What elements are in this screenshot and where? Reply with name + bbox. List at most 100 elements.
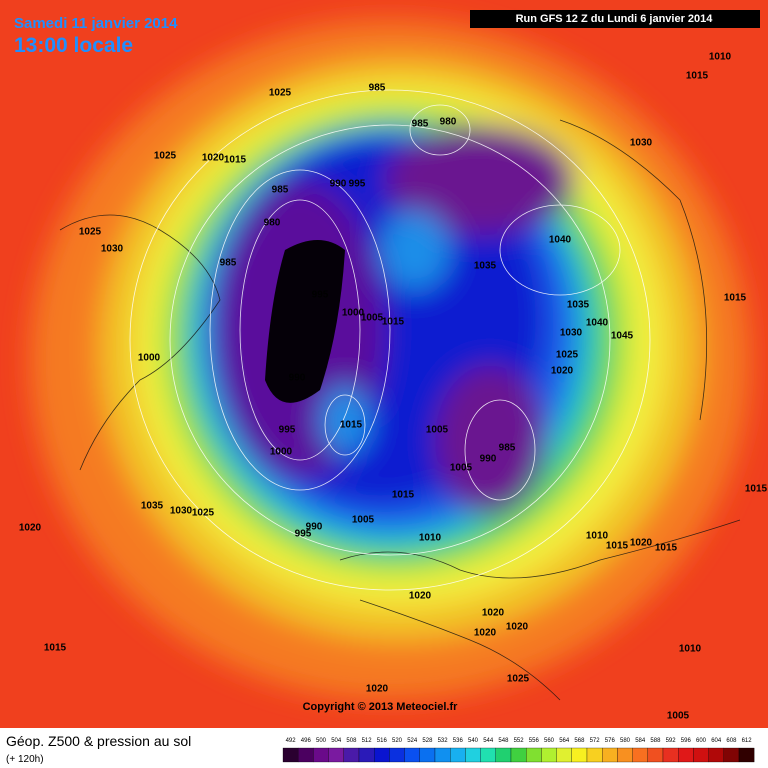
- legend-swatch: [434, 747, 451, 763]
- legend-label: 580: [620, 738, 631, 744]
- isobar-label: 1035: [567, 300, 590, 311]
- legend-label: 516: [377, 738, 388, 744]
- isobar-label: 1015: [392, 490, 415, 501]
- legend-label: 504: [331, 738, 342, 744]
- legend-swatch: [313, 747, 329, 763]
- isobar-label: 985: [499, 443, 516, 454]
- legend-label: 548: [498, 738, 509, 744]
- legend-swatch: [662, 747, 679, 763]
- legend-label: 508: [346, 738, 357, 744]
- isobar-label: 1030: [630, 138, 653, 149]
- legend-label: 556: [529, 738, 540, 744]
- isobar-label: 1025: [556, 350, 579, 361]
- legend-swatch: [647, 747, 664, 763]
- legend-swatch: [617, 747, 633, 763]
- legend-label: 612: [742, 738, 753, 744]
- legend-label: 588: [650, 738, 661, 744]
- legend-label: 604: [711, 738, 722, 744]
- isobar-label: 1015: [224, 155, 247, 166]
- legend-label: 544: [483, 738, 494, 744]
- isobar-label: 1030: [170, 506, 193, 517]
- legend-label: 560: [544, 738, 555, 744]
- isobar-label: 1010: [419, 533, 442, 544]
- legend-swatch: [526, 747, 542, 763]
- isobar-label: 980: [440, 117, 457, 128]
- isobar-label: 1035: [474, 261, 497, 272]
- color-legend: 492 496 500 504 508 512 516 520 524 528 532 536 540 5…: [282, 738, 755, 763]
- isobar-label: 1015: [44, 643, 67, 654]
- isobar-label: 1015: [655, 543, 678, 554]
- isobar-label: 1020: [551, 366, 574, 377]
- legend-label: 564: [559, 738, 570, 744]
- isobar-label: 1040: [586, 318, 609, 329]
- isobar-label: 1010: [679, 644, 702, 655]
- isobar-label: 1025: [507, 674, 530, 685]
- isobar-label: 990: [480, 454, 497, 465]
- isobar-label: 1020: [409, 591, 432, 602]
- legend-swatch: [298, 747, 314, 763]
- legend-swatch: [510, 747, 527, 763]
- legend-label: 532: [438, 738, 449, 744]
- isobar-label: 1035: [141, 501, 164, 512]
- coastlines: [59, 119, 741, 701]
- copyright: Copyright © 2013 Meteociel.fr: [303, 701, 459, 713]
- isobar-label: 985: [220, 258, 237, 269]
- legend-label: 528: [422, 738, 433, 744]
- isobar-label: 995: [312, 290, 329, 301]
- isobar-label: 1000: [342, 308, 365, 319]
- legend-label: 584: [635, 738, 646, 744]
- legend-swatch: [328, 747, 344, 763]
- isobar-label: 990: [289, 373, 306, 384]
- time: 13:00 locale: [14, 34, 133, 57]
- legend-label: 592: [666, 738, 677, 744]
- isobar-label: 1030: [560, 328, 583, 339]
- isobar-label: 995: [349, 179, 366, 190]
- isobar-label: 1020: [366, 684, 389, 695]
- legend-swatch: [738, 747, 755, 763]
- isobar-label: 1025: [269, 88, 292, 99]
- legend-swatch: [450, 747, 466, 763]
- legend-swatch: [404, 747, 420, 763]
- isobar-label: 1045: [611, 331, 634, 342]
- legend-swatch: [480, 747, 496, 763]
- isobar-label: 985: [369, 83, 386, 94]
- legend-swatch: [465, 747, 481, 763]
- isobar-label: 1015: [340, 420, 363, 431]
- legend-label: 536: [453, 738, 464, 744]
- legend-swatch: [374, 747, 390, 763]
- legend-label: 512: [362, 738, 373, 744]
- isobar-label: 1020: [19, 523, 42, 534]
- legend-swatch: [586, 747, 603, 763]
- legend-swatch: [419, 747, 436, 763]
- legend-label: 500: [316, 738, 327, 744]
- isobars: [129, 89, 651, 591]
- isobar-label: 1015: [745, 484, 768, 495]
- isobar-label: 1025: [192, 508, 215, 519]
- legend-swatch: [678, 747, 694, 763]
- isobar-label: 1005: [352, 515, 375, 526]
- isobar-label: 995: [295, 529, 312, 540]
- isobar-label: 1020: [482, 608, 505, 619]
- legend-swatch: [632, 747, 648, 763]
- legend-swatch: [571, 747, 588, 763]
- isobar-label: 985: [272, 185, 289, 196]
- run-info: Run GFS 12 Z du Lundi 6 janvier 2014: [516, 13, 714, 25]
- isobar-label: 1000: [138, 353, 161, 364]
- isobar-label: 1015: [606, 541, 629, 552]
- isobar-label: 1005: [667, 711, 690, 722]
- isobar-label: 1015: [686, 71, 709, 82]
- isobar-label: 1025: [79, 227, 102, 238]
- isobar-label: 1010: [586, 531, 609, 542]
- isobar-label: 995: [279, 425, 296, 436]
- isobar-label: 990: [306, 522, 323, 533]
- legend-label: 608: [726, 738, 737, 744]
- isobar-label: 1040: [549, 235, 572, 246]
- date: Samedi 11 janvier 2014: [14, 15, 178, 32]
- legend-swatch: [541, 747, 557, 763]
- isobar-label: 1020: [630, 538, 653, 549]
- legend-label: 496: [301, 738, 312, 744]
- isobar-label: 1015: [724, 293, 747, 304]
- legend-label: 576: [605, 738, 616, 744]
- legend-label: 552: [514, 738, 525, 744]
